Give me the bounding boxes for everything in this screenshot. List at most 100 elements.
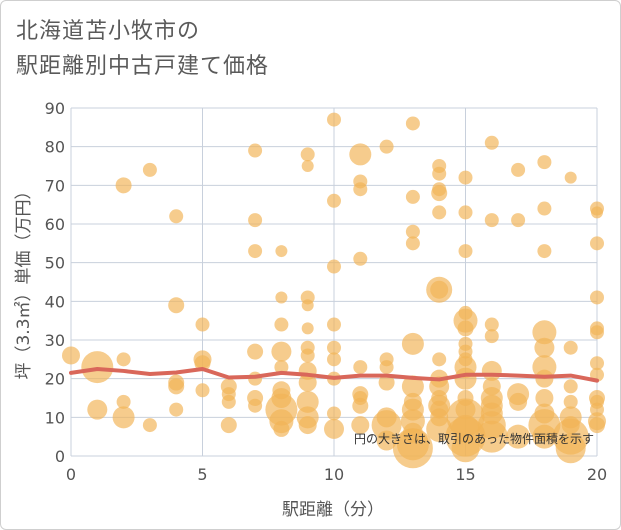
data-bubble — [62, 346, 80, 365]
data-bubble — [555, 433, 586, 464]
data-bubble — [484, 135, 499, 150]
data-bubble — [405, 189, 420, 204]
data-bubble — [169, 402, 184, 417]
data-bubble — [392, 428, 433, 469]
data-bubble — [591, 206, 603, 219]
data-bubble — [432, 352, 447, 367]
data-bubble — [274, 317, 289, 332]
x-tick-label: 0 — [66, 465, 76, 484]
x-tick-label: 5 — [197, 465, 207, 484]
data-bubble — [458, 205, 473, 220]
data-bubble — [116, 394, 131, 409]
data-bubble — [401, 375, 424, 398]
data-bubble — [429, 376, 450, 397]
data-bubble — [247, 343, 264, 360]
data-bubble — [168, 297, 185, 314]
average-price-line — [69, 367, 599, 383]
data-bubble — [430, 280, 449, 299]
data-bubble — [563, 379, 578, 394]
data-bubble — [275, 291, 288, 304]
data-bubble — [248, 213, 263, 228]
data-bubble — [509, 392, 528, 411]
data-bubble — [248, 244, 263, 259]
data-bubble — [405, 224, 420, 239]
y-tick-label: 60 — [45, 215, 65, 234]
data-bubble — [405, 236, 420, 251]
data-bubble — [220, 417, 237, 434]
y-tick-label: 30 — [45, 331, 65, 350]
data-bubble — [248, 398, 263, 413]
data-bubble — [534, 337, 555, 358]
title-line-2: 駅距離別中古戸建て価格 — [16, 54, 270, 79]
data-bubble — [532, 320, 557, 345]
data-bubble — [301, 322, 314, 335]
title-line-1: 北海道苫小牧市の — [16, 19, 201, 44]
data-bubble — [327, 352, 341, 367]
data-bubble — [590, 325, 604, 340]
data-bubble — [537, 201, 552, 216]
data-bubble — [353, 251, 368, 266]
data-bubble — [590, 356, 604, 371]
data-bubble — [511, 213, 526, 228]
y-tick-label: 80 — [45, 138, 65, 157]
data-bubble — [327, 317, 341, 332]
data-bubble — [327, 406, 341, 421]
data-bubble — [563, 340, 578, 355]
y-tick-label: 50 — [45, 254, 65, 273]
data-bubble — [351, 416, 370, 435]
data-bubble — [221, 394, 236, 409]
bubble-layer — [62, 112, 606, 469]
data-bubble — [431, 185, 448, 202]
y-tick-label: 90 — [45, 99, 65, 118]
data-bubble — [142, 418, 157, 433]
data-bubble — [274, 360, 289, 375]
data-bubble — [115, 177, 132, 194]
data-bubble — [327, 193, 341, 208]
chart-title: 北海道苫小牧市の 駅距離別中古戸建て価格 — [16, 14, 269, 84]
data-bubble — [563, 394, 578, 409]
data-bubble — [371, 410, 402, 441]
data-bubble — [511, 162, 526, 177]
data-bubble — [589, 417, 605, 434]
data-bubble — [169, 209, 184, 224]
tick-labels: 0 10 20 30 40 50 60 70 80 90 0 5 10 15 20 — [45, 99, 608, 484]
data-bubble — [142, 162, 157, 177]
size-note: 円の大きさは、取引のあった物件面積を示す — [354, 431, 594, 446]
data-bubble — [300, 147, 315, 162]
data-bubble — [454, 367, 477, 390]
data-bubble — [532, 424, 557, 449]
data-bubble — [300, 348, 315, 363]
y-tick-label: 40 — [45, 292, 65, 311]
data-bubble — [484, 213, 499, 228]
x-tick-label: 15 — [455, 465, 475, 484]
data-bubble — [458, 170, 473, 185]
data-bubble — [273, 420, 290, 437]
data-bubble — [537, 155, 552, 170]
data-bubble — [405, 116, 420, 131]
data-bubble — [112, 406, 135, 429]
data-bubble — [296, 390, 319, 413]
y-tick-label: 0 — [55, 447, 65, 466]
data-bubble — [349, 143, 372, 166]
x-tick-label: 10 — [324, 465, 344, 484]
data-bubble — [298, 373, 317, 392]
data-bubble — [327, 112, 341, 127]
data-bubble — [327, 259, 341, 274]
data-bubble — [379, 139, 394, 154]
data-bubble — [484, 329, 499, 344]
data-bubble — [194, 355, 211, 372]
data-bubble — [537, 244, 552, 259]
data-bubble — [248, 143, 263, 158]
data-bubble — [275, 245, 288, 258]
data-bubble — [458, 244, 473, 259]
data-bubble — [590, 236, 604, 251]
data-bubble — [168, 378, 185, 395]
data-bubble — [116, 352, 131, 367]
y-tick-label: 10 — [45, 408, 65, 427]
data-bubble — [271, 341, 292, 362]
data-bubble — [324, 418, 344, 439]
data-bubble — [451, 434, 480, 463]
data-bubble — [327, 340, 341, 355]
data-bubble — [301, 299, 314, 312]
